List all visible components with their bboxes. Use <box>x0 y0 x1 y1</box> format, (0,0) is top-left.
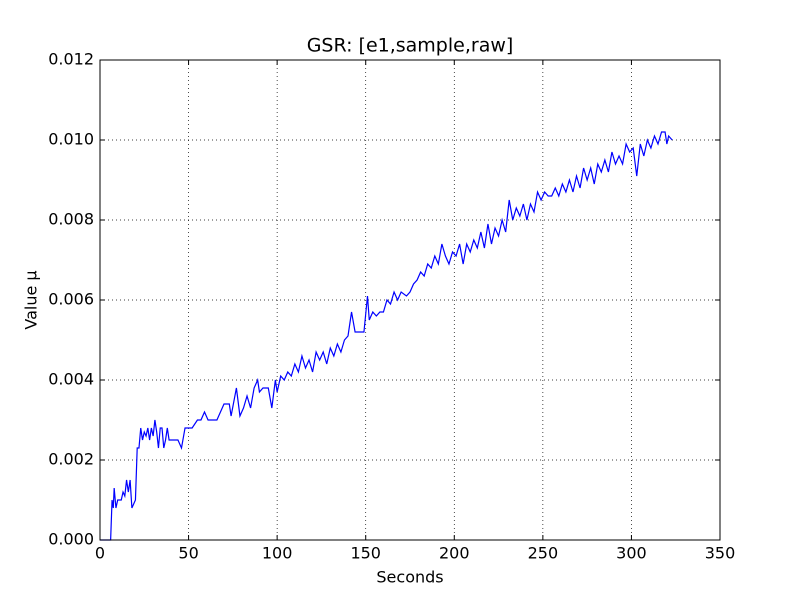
x-tick-label: 50 <box>178 544 198 563</box>
x-axis-label: Seconds <box>376 568 443 587</box>
x-tick-label: 200 <box>439 544 470 563</box>
x-tick-label: 250 <box>528 544 559 563</box>
x-tick-label: 350 <box>705 544 736 563</box>
x-tick-label: 300 <box>616 544 647 563</box>
y-tick-label: 0.000 <box>48 530 94 549</box>
data-line <box>100 131 673 541</box>
x-tick-label: 150 <box>350 544 381 563</box>
y-tick-label: 0.004 <box>48 370 94 389</box>
y-tick-label: 0.010 <box>48 130 94 149</box>
x-tick-label: 0 <box>95 544 105 563</box>
chart-title: GSR: [e1,sample,raw] <box>307 35 514 57</box>
y-tick-label: 0.002 <box>48 450 94 469</box>
y-tick-label: 0.012 <box>48 50 94 69</box>
plot-frame <box>99 59 721 541</box>
y-tick-label: 0.006 <box>48 290 94 309</box>
y-axis-label: Value µ <box>22 270 41 329</box>
y-tick-label: 0.008 <box>48 210 94 229</box>
x-tick-label: 100 <box>262 544 293 563</box>
